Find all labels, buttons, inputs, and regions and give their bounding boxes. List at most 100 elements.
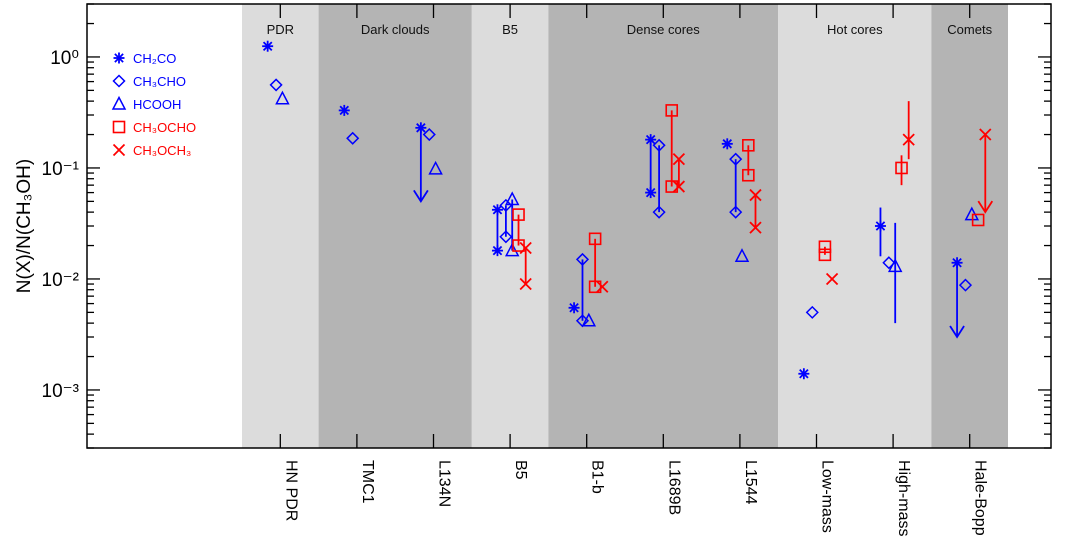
point-diamond xyxy=(958,278,973,292)
category-labels: HN PDR TMC1 L134N B5 B1-b L1689B L1544 Low-mass… xyxy=(282,460,988,536)
point-cross xyxy=(825,272,839,286)
point-triangle xyxy=(581,312,597,327)
point-square xyxy=(818,240,832,254)
point-asterisk xyxy=(338,104,350,116)
region-band-dense-cores xyxy=(548,4,779,448)
point-diamond xyxy=(499,230,513,244)
x-tick-label: L1689B xyxy=(665,460,682,515)
legend-label: CH₃OCHO xyxy=(133,120,196,135)
point-diamond xyxy=(805,305,819,319)
y-tick-labels: 10⁰ 10⁻¹ 10⁻² 10⁻³ xyxy=(42,48,80,402)
point-diamond xyxy=(652,205,666,219)
x-tick-label: Hale-Bopp xyxy=(972,460,989,536)
x-tick-label: L1544 xyxy=(742,460,759,505)
axis-ticks xyxy=(87,3,1051,449)
point-diamond xyxy=(575,252,590,266)
point-square xyxy=(742,168,755,182)
point-diamond xyxy=(652,138,666,152)
legend-marker-square xyxy=(112,120,126,134)
point-diamond xyxy=(422,127,436,142)
point-triangle xyxy=(504,191,520,206)
region-band-pdr xyxy=(242,4,319,448)
point-asterisk xyxy=(262,40,274,52)
region-label: Comets xyxy=(947,22,992,37)
point-asterisk xyxy=(645,134,657,146)
point-square xyxy=(665,180,679,193)
point-square xyxy=(895,161,908,175)
point-asterisk xyxy=(568,302,580,314)
point-triangle xyxy=(887,258,903,273)
legend-marker-diamond xyxy=(112,74,126,88)
legend-marker-triangle xyxy=(111,95,127,110)
point-square xyxy=(512,208,525,221)
point-square xyxy=(588,232,602,246)
point-cross xyxy=(749,188,762,202)
legend-label: CH₃CHO xyxy=(133,74,186,89)
point-diamond xyxy=(882,256,896,270)
region-band-b5 xyxy=(471,4,549,448)
point-diamond xyxy=(269,78,283,92)
point-cross xyxy=(672,153,686,166)
legend-label: CH₂CO xyxy=(133,51,176,66)
point-asterisk xyxy=(721,138,733,150)
point-square xyxy=(818,248,832,262)
point-square xyxy=(742,139,755,152)
point-cross xyxy=(979,128,992,141)
point-diamond xyxy=(499,198,513,212)
point-triangle xyxy=(275,90,290,105)
y-tick-label: 10⁻³ xyxy=(42,381,80,402)
upper-limit-arrow xyxy=(977,200,994,214)
point-asterisk xyxy=(798,368,810,380)
region-band-hot-cores xyxy=(778,4,932,448)
point-diamond xyxy=(729,152,743,166)
point-cross xyxy=(519,277,532,291)
point-asterisk xyxy=(951,257,963,269)
y-tick-label: 10⁻¹ xyxy=(42,159,80,180)
x-tick-label: B5 xyxy=(512,460,529,480)
legend-label: CH₃OCH₃ xyxy=(133,143,191,158)
x-tick-label: Low-mass xyxy=(819,460,836,533)
upper-limit-arrow xyxy=(413,189,429,204)
y-tick-label: 10⁻² xyxy=(42,270,80,291)
x-tick-label: B1-b xyxy=(589,460,606,494)
legend-label: HCOOH xyxy=(133,97,181,112)
x-tick-label: HN PDR xyxy=(282,460,299,521)
point-cross xyxy=(749,221,762,234)
point-cross xyxy=(596,280,609,293)
data-markers xyxy=(262,40,994,380)
point-asterisk xyxy=(415,122,427,134)
point-triangle xyxy=(734,248,750,263)
point-diamond xyxy=(729,205,743,219)
x-tick-label: High-mass xyxy=(895,460,912,536)
point-square xyxy=(588,280,602,294)
point-asterisk xyxy=(874,220,886,232)
point-triangle xyxy=(504,242,520,257)
region-band-dark-clouds xyxy=(318,4,472,448)
y-axis-title: N(X)/N(CH₃OH) xyxy=(14,159,35,293)
point-cross xyxy=(519,241,532,255)
point-square xyxy=(665,104,679,117)
legend: CH₂CO CH₃CHO HCOOH CH₃OCHO CH₃OCH₃ xyxy=(111,51,196,158)
point-asterisk xyxy=(645,187,657,199)
region-label: B5 xyxy=(502,22,518,37)
x-tick-label: L134N xyxy=(436,460,453,507)
region-label: Hot cores xyxy=(827,22,883,37)
point-square xyxy=(971,213,985,227)
legend-marker-asterisk xyxy=(113,52,125,64)
upper-limit-arrow xyxy=(949,325,965,339)
point-asterisk xyxy=(491,204,503,216)
region-band-comets xyxy=(931,4,1008,448)
point-cross xyxy=(902,133,915,146)
y-tick-label: 10⁰ xyxy=(50,48,79,69)
x-tick-label: TMC1 xyxy=(359,460,376,504)
legend-marker-cross xyxy=(112,143,126,157)
point-cross xyxy=(672,180,686,193)
point-asterisk xyxy=(491,245,503,257)
point-diamond xyxy=(346,131,360,145)
region-label: Dark clouds xyxy=(361,22,430,37)
point-triangle xyxy=(428,160,443,175)
region-label: PDR xyxy=(267,22,294,37)
region-labels: PDR Dark clouds B5 Dense cores Hot cores Come… xyxy=(267,22,993,37)
region-bands xyxy=(242,4,1008,448)
